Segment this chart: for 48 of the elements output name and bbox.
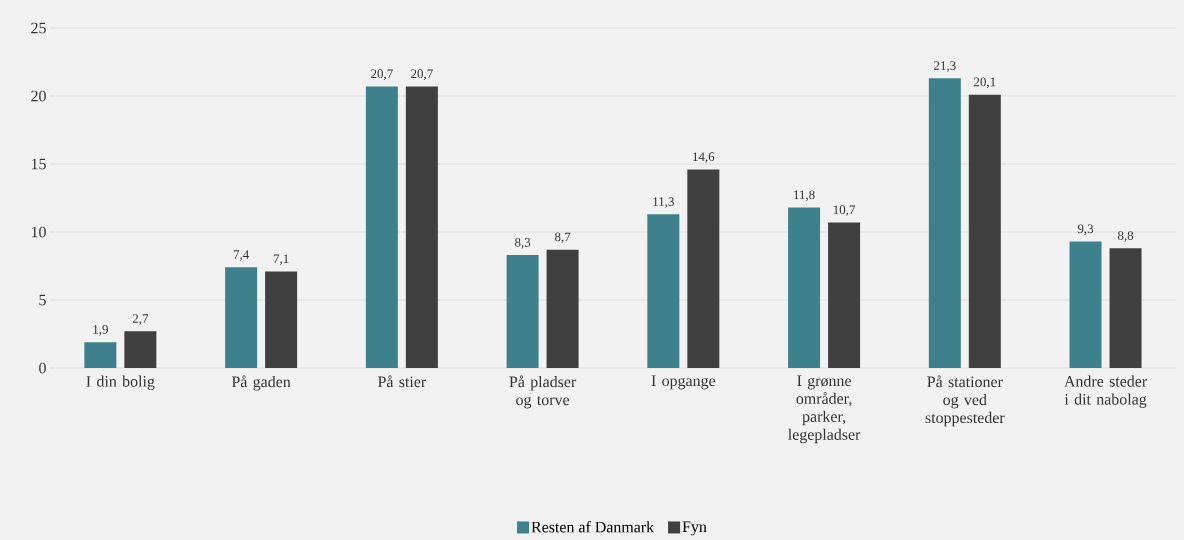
bar [265, 271, 298, 368]
data-label: 14,6 [693, 152, 715, 163]
bar [405, 86, 438, 368]
x-tick-label: I opgange [651, 375, 716, 390]
bar [788, 207, 821, 368]
data-label: 7,1 [273, 254, 289, 265]
data-label: 21,3 [934, 61, 956, 72]
bar [124, 331, 157, 368]
bar [546, 249, 579, 368]
bar [84, 342, 117, 368]
bar [225, 267, 258, 368]
y-tick-label: 25 [31, 22, 46, 34]
data-label: 7,4 [233, 250, 250, 261]
data-label: 9,3 [1077, 224, 1094, 236]
data-label: 1,9 [93, 325, 108, 336]
x-tick-label: På pladser og torve [509, 375, 577, 409]
legend-label: Resten af Danmark [531, 521, 655, 533]
y-tick-label: 10 [31, 226, 46, 238]
x-tick-label: I grønne områder, parker, legepladser [788, 375, 861, 444]
bar [828, 222, 861, 368]
x-tick-label: På stationer og ved stoppesteder [925, 375, 1005, 427]
bar [1109, 248, 1142, 368]
data-label: 8,3 [515, 238, 531, 249]
bar [506, 255, 539, 368]
bar [687, 169, 720, 368]
x-tick-label: Andre steder i dit nabolag [1064, 375, 1148, 408]
data-label: 11,8 [794, 190, 815, 202]
bar [968, 94, 1001, 368]
y-tick-label: 15 [31, 158, 46, 170]
data-label: 8,8 [1117, 231, 1134, 242]
data-label: 20,7 [371, 69, 393, 80]
bar [928, 78, 961, 368]
y-tick-label: 20 [31, 90, 46, 102]
data-label: 20,1 [974, 77, 996, 89]
x-tick-label: På gaden [231, 375, 291, 391]
data-label: 10,7 [833, 205, 856, 216]
bar [647, 214, 680, 368]
data-label: 11,3 [653, 197, 674, 208]
x-tick-label: I din bolig [86, 375, 155, 390]
data-label: 20,7 [411, 69, 433, 80]
y-tick-label: 0 [39, 362, 46, 374]
bar [1069, 241, 1102, 368]
legend-label: Fyn [682, 521, 707, 536]
data-label: 2,7 [132, 314, 149, 325]
y-tick-label: 5 [39, 294, 46, 306]
data-label: 8,7 [555, 232, 571, 244]
x-tick-label: På stier [377, 375, 427, 388]
bar [365, 86, 398, 368]
